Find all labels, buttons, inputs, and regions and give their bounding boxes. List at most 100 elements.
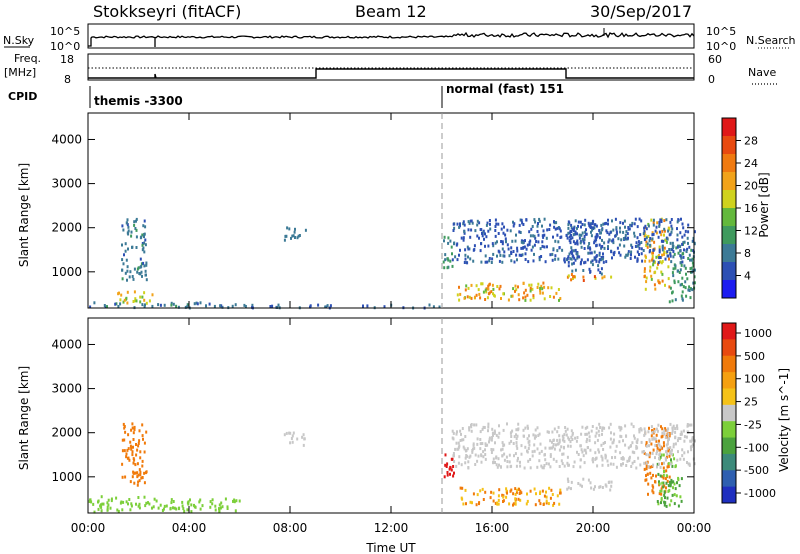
data-cell <box>464 257 467 261</box>
data-cell <box>512 250 515 253</box>
data-cell <box>599 271 602 274</box>
data-cell <box>596 464 599 468</box>
data-cell <box>654 229 657 233</box>
data-cell <box>671 429 674 433</box>
data-cell <box>529 286 532 290</box>
data-cell <box>487 425 490 429</box>
data-cell <box>533 243 536 247</box>
data-cell <box>571 252 574 255</box>
data-cell <box>660 239 663 243</box>
data-cell <box>663 219 666 223</box>
data-cell <box>578 255 581 259</box>
data-cell <box>540 449 543 453</box>
data-cell <box>582 269 585 272</box>
data-cell <box>588 439 591 443</box>
data-cell <box>656 462 659 466</box>
data-cell <box>529 466 532 470</box>
data-cell <box>143 264 146 268</box>
data-cell <box>588 435 591 439</box>
data-cell <box>620 435 623 439</box>
data-cell <box>680 263 683 267</box>
data-cell <box>677 478 680 482</box>
data-cell <box>651 237 654 241</box>
data-cell <box>450 245 453 249</box>
data-cell <box>557 425 560 429</box>
data-cell <box>464 456 467 460</box>
data-cell <box>571 269 574 273</box>
data-cell <box>594 434 597 438</box>
data-cell <box>570 249 573 253</box>
data-cell <box>130 230 133 234</box>
data-cell <box>670 458 672 462</box>
data-cell <box>664 283 666 287</box>
data-cell <box>619 230 622 234</box>
data-cell <box>453 226 456 230</box>
data-cell <box>645 444 648 448</box>
data-cell <box>301 435 304 439</box>
data-cell <box>595 235 598 239</box>
data-cell <box>655 439 658 443</box>
data-cell <box>135 453 138 457</box>
data-cell <box>133 223 136 227</box>
data-cell <box>678 484 681 488</box>
colorbar-segment <box>722 136 736 155</box>
data-cell <box>618 243 621 247</box>
data-cell <box>471 501 473 505</box>
colorbar-segment <box>722 154 736 173</box>
data-cell <box>106 508 109 512</box>
data-cell <box>630 224 633 228</box>
data-cell <box>552 247 555 251</box>
data-cell <box>522 296 525 300</box>
x-axis-label: Time UT <box>365 541 416 554</box>
data-cell <box>668 248 671 251</box>
data-cell <box>574 268 577 272</box>
data-cell <box>117 509 120 513</box>
data-cell <box>676 481 678 485</box>
data-cell <box>127 502 129 506</box>
data-cell <box>569 444 572 448</box>
data-cell <box>514 284 517 288</box>
data-cell <box>492 448 495 452</box>
data-cell <box>659 256 662 259</box>
data-cell <box>470 219 473 223</box>
data-cell <box>456 222 459 226</box>
colorbar-tick-label: 1000 <box>744 327 772 340</box>
data-cell <box>510 439 513 443</box>
data-cell <box>195 301 198 305</box>
data-cell <box>552 439 555 442</box>
data-cell <box>625 434 627 438</box>
data-cell <box>688 423 691 427</box>
data-cell <box>512 220 514 224</box>
data-cell <box>654 287 657 291</box>
data-cell <box>663 461 665 465</box>
data-cell <box>514 502 517 506</box>
data-cell <box>181 500 184 504</box>
data-cell <box>144 504 147 508</box>
data-cell <box>686 277 689 281</box>
data-cell <box>574 230 577 234</box>
data-cell <box>271 304 274 308</box>
data-cell <box>541 466 544 470</box>
data-cell <box>691 261 694 265</box>
data-cell <box>643 229 646 233</box>
data-cell <box>667 265 670 269</box>
freq-tick-top: 18 <box>60 53 74 66</box>
data-cell <box>490 451 493 454</box>
data-cell <box>575 439 578 443</box>
data-cell <box>652 448 655 452</box>
data-cell <box>556 430 559 434</box>
data-cell <box>582 275 585 279</box>
data-cell <box>502 428 505 432</box>
data-cell <box>552 503 555 507</box>
data-cell <box>603 246 606 250</box>
data-cell <box>654 443 657 447</box>
data-cell <box>492 252 495 256</box>
data-cell <box>142 224 145 228</box>
data-cell <box>583 235 586 238</box>
data-cell <box>485 290 488 294</box>
data-cell <box>603 426 606 430</box>
data-cell <box>555 221 558 225</box>
data-cell <box>549 439 552 443</box>
data-cell <box>362 304 364 308</box>
data-cell <box>683 435 686 439</box>
